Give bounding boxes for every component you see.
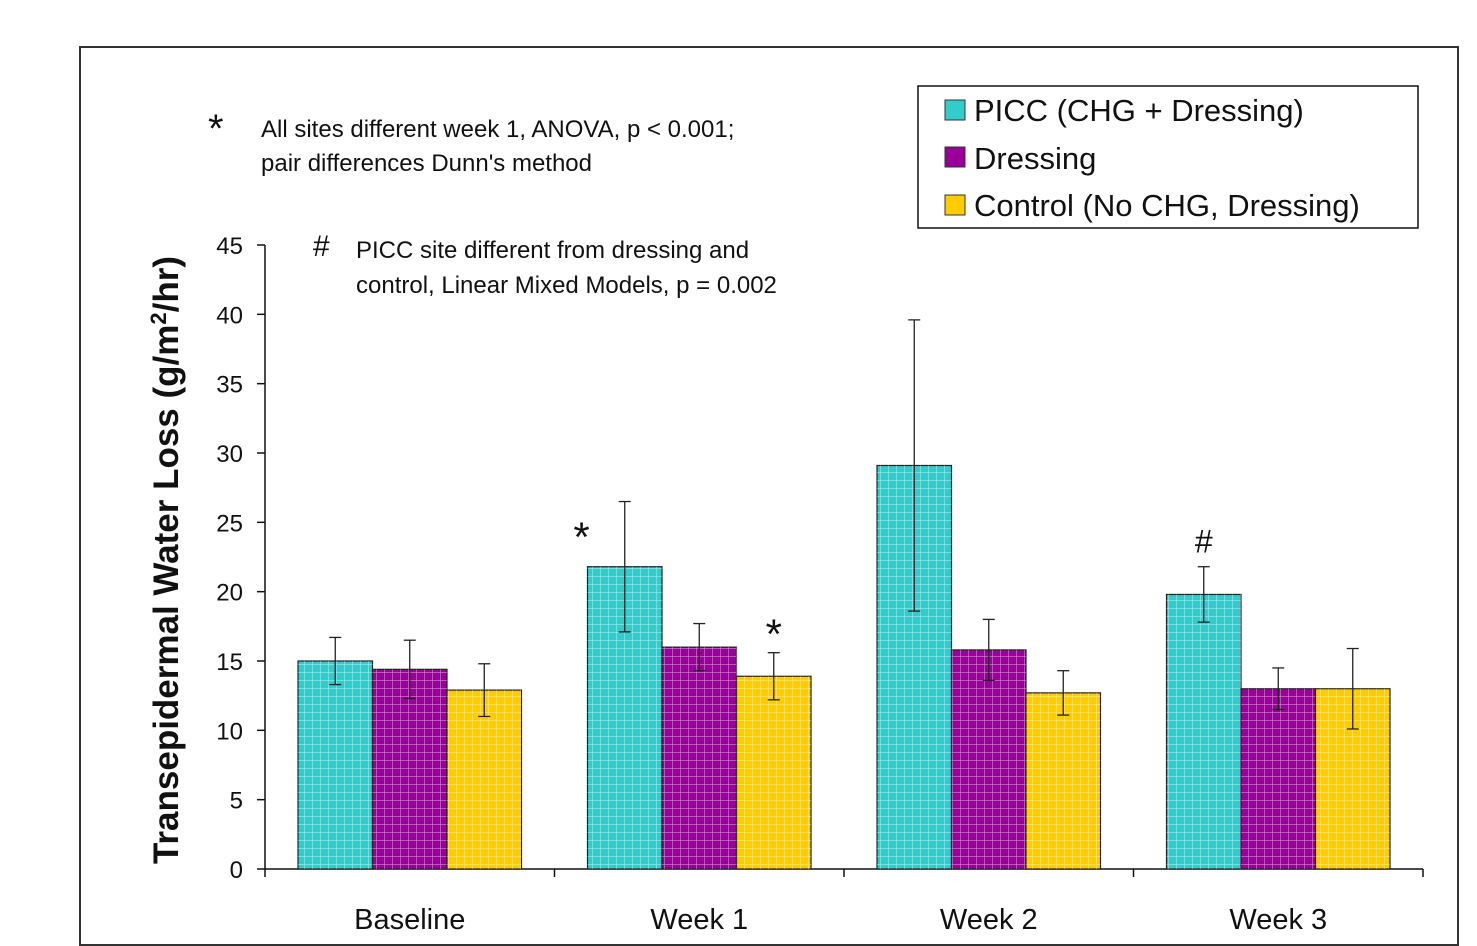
y-axis-label: Transepidermal Water Loss (g/m2/hr) <box>146 256 187 864</box>
legend: PICC (CHG + Dressing) Dressing Control (… <box>917 85 1419 229</box>
y-tick-label: 15 <box>216 649 243 676</box>
significance-mark: * <box>573 514 589 561</box>
hash-note-line2: control, Linear Mixed Models, p = 0.002 <box>356 272 777 299</box>
legend-swatch-control <box>944 194 966 216</box>
y-tick-label: 45 <box>216 233 243 260</box>
bar-texture <box>736 676 811 869</box>
hash-note-line1: PICC site different from dressing and <box>356 237 749 264</box>
significance-marks: * * # <box>573 514 1213 658</box>
star-note-line1: All sites different week 1, ANOVA, p < 0… <box>261 116 734 143</box>
star-note-line2: pair differences Dunn's method <box>261 150 592 177</box>
hash-note-symbol: # <box>313 230 330 263</box>
bar-texture <box>662 647 737 869</box>
x-tick-label: Week 1 <box>650 904 748 934</box>
y-tick-label: 35 <box>216 372 243 399</box>
star-note-symbol: * <box>208 107 224 151</box>
bar-texture <box>372 669 447 869</box>
bars <box>297 464 1391 870</box>
legend-swatch-dressing <box>944 146 966 168</box>
x-tick-label: Week 2 <box>940 904 1038 934</box>
x-tick-label: Week 3 <box>1229 904 1327 934</box>
bar-texture <box>951 649 1026 869</box>
bar-texture <box>1166 594 1241 869</box>
legend-label-control: Control (No CHG, Dressing) <box>974 188 1360 223</box>
x-tick-label: Baseline <box>354 904 465 934</box>
legend-label-picc: PICC (CHG + Dressing) <box>974 93 1304 128</box>
y-tick-label: 30 <box>216 441 243 468</box>
legend-swatch-picc <box>944 99 966 121</box>
y-tick-label: 10 <box>216 718 243 745</box>
y-tick-label: 40 <box>216 302 243 329</box>
significance-mark: # <box>1195 524 1213 560</box>
y-tick-label: 20 <box>216 580 243 607</box>
y-tick-label: 0 <box>230 857 243 884</box>
legend-box <box>917 85 1419 229</box>
y-tick-label: 25 <box>216 510 243 537</box>
significance-mark: * <box>766 611 782 658</box>
bar-texture <box>1241 688 1316 869</box>
error-bars <box>329 319 1359 730</box>
legend-label-dressing: Dressing <box>974 141 1096 176</box>
y-tick-label: 5 <box>230 788 243 815</box>
bar-texture <box>447 690 522 869</box>
bar-texture <box>298 661 373 869</box>
bar-texture <box>1026 692 1101 869</box>
